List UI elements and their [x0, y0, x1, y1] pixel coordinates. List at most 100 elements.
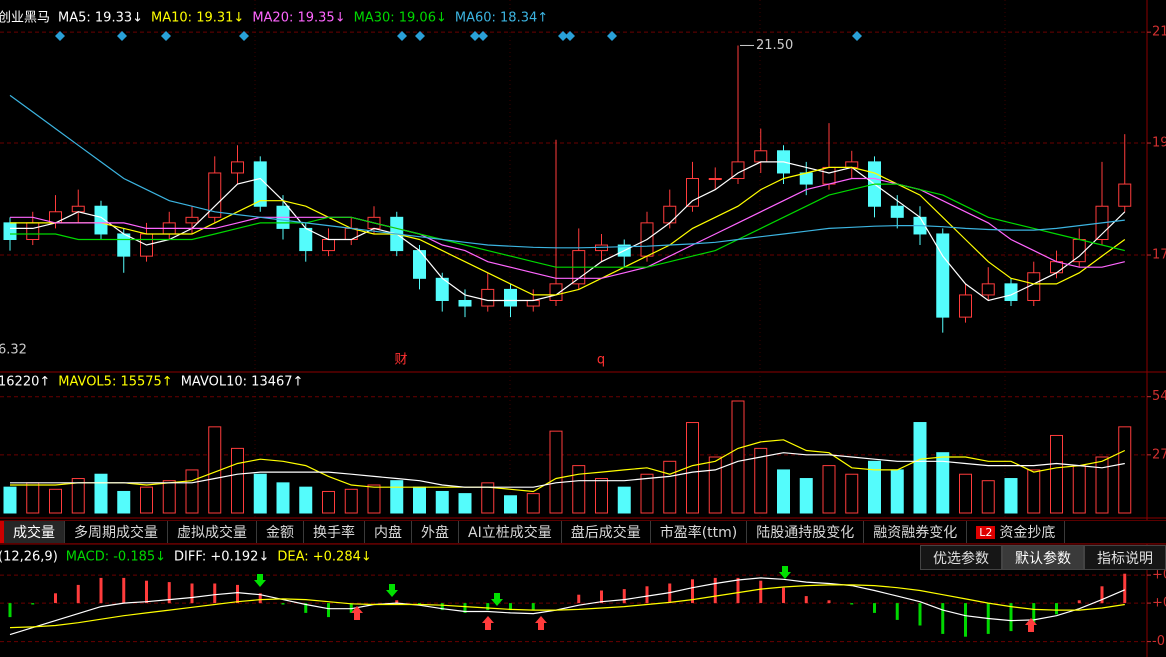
volume-bar: [708, 456, 722, 514]
candle-body: [1027, 272, 1041, 301]
volume-bar: [367, 484, 381, 514]
legend-entry: (12,26,9): [0, 550, 58, 565]
buy-arrow: [482, 616, 494, 630]
macd-bar: [167, 582, 171, 604]
macd-bar: [31, 603, 35, 605]
tab[interactable]: 市盈率(ttm): [651, 521, 748, 543]
candle-body: [231, 161, 244, 174]
param-button[interactable]: 默认参数: [1002, 545, 1084, 570]
macd-bar: [213, 583, 217, 604]
y-tick-label: +0: [1152, 596, 1166, 611]
tab[interactable]: 成交量: [0, 521, 65, 543]
tab-badge: L2: [976, 525, 996, 539]
legend-entry: MA60: 18.34↑: [455, 11, 548, 26]
volume-bar: [481, 482, 495, 514]
tab[interactable]: L2 资金抄底: [967, 521, 1066, 543]
volume-bar: [959, 473, 972, 514]
volume-bar: [94, 473, 108, 514]
signal-diamond: [397, 31, 407, 41]
volume-bar: [913, 422, 927, 514]
candle-body: [1004, 283, 1018, 301]
legend-entry: 创业黑马: [0, 11, 50, 26]
macd-bar: [964, 603, 967, 637]
indicator-tabs: 成交量 多周期成交量 虚拟成交量 金额 换手率 内盘 外盘 AI立桩成交量 盘后成交量 市盈率(t…: [0, 520, 1166, 544]
macd-bar: [236, 584, 239, 604]
candle-body: [686, 178, 699, 207]
high-label: 21.50: [756, 38, 793, 53]
macd-bar: [1055, 603, 1058, 615]
candle-body: [822, 166, 836, 185]
volume-bar: [822, 465, 836, 514]
volume-bar: [390, 480, 404, 514]
tab[interactable]: 换手率: [304, 521, 365, 543]
macd-bar: [281, 603, 285, 605]
signal-diamond: [117, 31, 127, 41]
macd-bar: [1032, 603, 1036, 625]
candle-body: [117, 233, 131, 257]
candle-body: [663, 205, 677, 224]
mavol-line: [10, 452, 1125, 488]
legend-entry: MACD: -0.185↓: [66, 550, 166, 565]
volume-bar: [936, 452, 950, 514]
macd-bar: [99, 577, 103, 604]
tab[interactable]: 多周期成交量: [65, 521, 168, 543]
candle-body: [708, 178, 722, 181]
tab[interactable]: 外盘: [412, 521, 459, 543]
signal-diamond: [607, 31, 617, 41]
signal-diamond: [55, 31, 65, 41]
volume-bar: [71, 478, 85, 514]
tab[interactable]: 盘后成交量: [562, 521, 651, 543]
macd-bar: [713, 577, 717, 604]
volume-bar: [231, 447, 244, 514]
macd-bar: [440, 603, 444, 611]
param-button[interactable]: 指标说明: [1084, 545, 1166, 570]
tab[interactable]: AI立桩成交量: [459, 521, 562, 543]
tab[interactable]: 虚拟成交量: [168, 521, 257, 543]
signal-diamond: [470, 31, 480, 41]
macd-bar: [486, 603, 490, 611]
macd-bar: [736, 577, 740, 604]
candle-body: [413, 250, 426, 279]
legend-entry: DEA: +0.284↓: [277, 550, 371, 565]
volume-bar: [526, 493, 540, 514]
event-marker: q: [597, 353, 605, 368]
volume-bar: [731, 400, 745, 514]
volume-bar: [344, 488, 358, 514]
volume-bar: [617, 486, 631, 514]
legend-entry: 16220↑: [0, 375, 50, 390]
candle-body: [3, 222, 17, 240]
volume-bar: [276, 482, 290, 514]
macd-bar: [668, 583, 672, 604]
tab[interactable]: 金额: [257, 521, 304, 543]
param-button[interactable]: 优选参数: [920, 545, 1002, 570]
volume-bar: [799, 478, 813, 514]
macd-bar: [190, 583, 194, 604]
macd-bar: [782, 587, 785, 604]
macd-bar: [645, 586, 649, 604]
ma-line: [9, 94, 1125, 249]
macd-bar: [1077, 600, 1081, 604]
ma-line: [10, 183, 1125, 268]
macd-bar: [691, 579, 694, 604]
macd-bar: [304, 603, 308, 613]
signal-diamond: [565, 31, 575, 41]
volume-bar: [3, 486, 17, 514]
candle-body: [1072, 238, 1086, 263]
candle-body: [253, 161, 267, 207]
macd-bar: [827, 600, 831, 604]
legend-entry: MA10: 19.31↓: [151, 11, 244, 26]
y-tick-label: 17: [1152, 248, 1166, 263]
y-tick-label: +0: [1152, 568, 1166, 583]
macd-bar: [531, 603, 535, 611]
candle-body: [322, 238, 335, 252]
tab-label: 资金抄底: [999, 525, 1056, 541]
sell-arrow: [779, 566, 791, 579]
tab[interactable]: 内盘: [365, 521, 412, 543]
legend-entry: MA20: 19.35↓: [252, 11, 345, 26]
macd-bar: [918, 603, 922, 626]
tab[interactable]: 融资融券变化: [864, 521, 968, 543]
tab[interactable]: 陆股通持股变化: [747, 521, 865, 543]
legend-entry: MA30: 19.06↓: [354, 11, 447, 26]
macd-bar: [850, 603, 854, 605]
